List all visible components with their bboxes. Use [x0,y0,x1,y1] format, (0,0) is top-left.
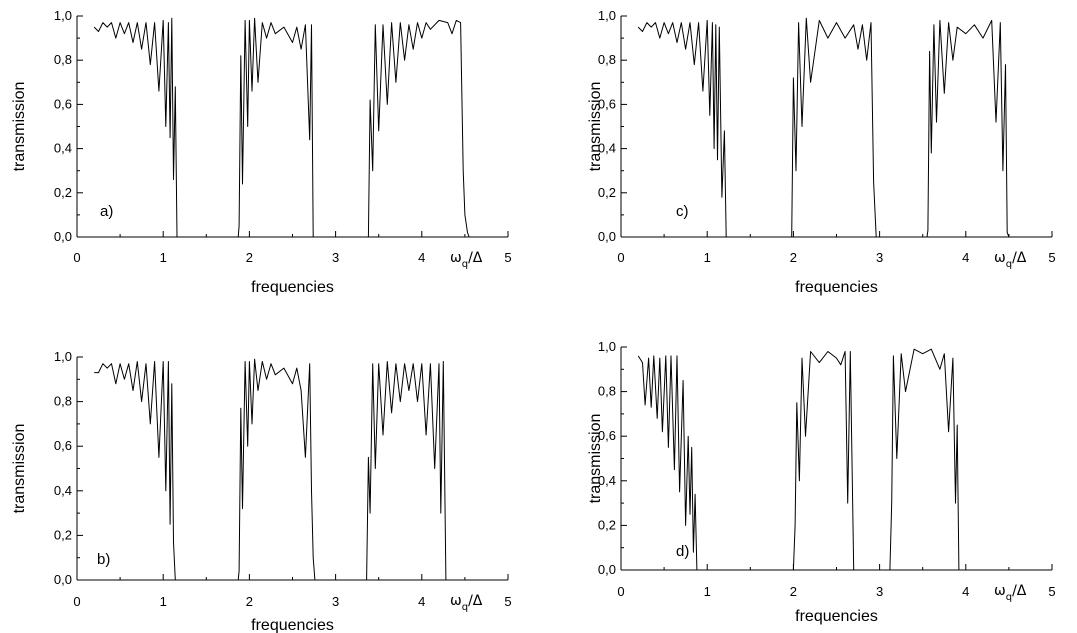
x-axis-title: frequencies [251,279,334,296]
y-axis-title: transmission [587,82,604,172]
x-tick-label: 0 [617,584,624,599]
y-axis-title: transmission [11,82,28,172]
y-tick-label: 0,2 [54,527,72,542]
y-tick-label: 0,8 [598,384,616,399]
transmission-series-line [94,358,447,581]
y-tick-label: 1,0 [54,349,72,364]
x-tick-label: 1 [160,594,167,609]
x-tick-label: 2 [790,250,797,265]
y-tick-label: 0,6 [54,438,72,453]
x-tick-label: 3 [876,250,883,265]
x-unit-label: ωq/Δ [994,583,1027,603]
panel-label: d) [676,543,689,560]
panel-label: c) [676,203,689,220]
x-tick-label: 5 [504,250,511,265]
x-tick-label: 5 [504,594,511,609]
panel-label: b) [97,551,110,568]
chart-panel-b: 0 1 2 3 4 5 0,0 0,2 0,4 0,6 0,8 1,0 frequencies trans… [11,349,512,633]
x-tick-label: 2 [790,584,797,599]
x-tick-label: 3 [876,584,883,599]
x-tick-label: 5 [1048,584,1055,599]
y-tick-label: 0,6 [598,96,616,111]
x-tick-label: 4 [418,250,425,265]
x-tick-label: 1 [704,250,711,265]
y-tick-label: 0,6 [598,428,616,443]
x-unit-label: ωq/Δ [450,593,483,613]
x-tick-label: 2 [246,594,253,609]
y-tick-label: 0,2 [598,185,616,200]
x-tick-label: 3 [332,250,339,265]
x-unit-label: ωq/Δ [450,250,483,270]
x-axis-title: frequencies [251,617,334,633]
transmission-series-line [93,17,470,238]
x-tick-label: 5 [1048,250,1055,265]
y-tick-label: 0,2 [54,185,72,200]
y-tick-label: 1,0 [598,8,616,23]
y-tick-label: 0,0 [54,572,72,587]
y-tick-label: 0,4 [54,141,72,156]
chart-panel-d: 0 1 2 3 4 5 0,0 0,2 0,4 0,6 0,8 1,0 frequencies trans… [587,339,1056,625]
y-tick-label: 0,8 [598,52,616,67]
x-axis-title: frequencies [795,608,878,625]
y-tick-label: 0,6 [54,96,72,111]
y-tick-label: 0,8 [54,394,72,409]
chart-panel-c: 0 1 2 3 4 5 0,0 0,2 0,4 0,6 0,8 1,0 frequencies trans… [587,8,1056,296]
x-tick-label: 2 [246,250,253,265]
y-tick-label: 0,0 [598,562,616,577]
x-tick-label: 1 [160,250,167,265]
x-tick-label: 3 [332,594,339,609]
y-tick-label: 0,0 [54,229,72,244]
panel-label: a) [100,203,113,220]
y-tick-label: 0,8 [54,52,72,67]
y-tick-label: 0,4 [598,141,616,156]
y-axis-title: transmission [11,424,28,514]
x-tick-label: 1 [704,584,711,599]
x-axis-title: frequencies [795,279,878,296]
transmission-series-line [637,17,1010,238]
y-tick-label: 0,4 [54,483,72,498]
x-tick-label: 0 [73,250,80,265]
x-unit-label: ωq/Δ [994,250,1027,270]
y-axis-title: transmission [587,414,604,504]
chart-panel-a: 0 1 2 3 4 5 0,0 0,2 0,4 0,6 0,8 1,0 frequencies trans… [11,8,512,296]
x-tick-label: 4 [962,250,969,265]
x-tick-label: 4 [418,594,425,609]
y-tick-label: 0,4 [598,473,616,488]
x-tick-label: 4 [962,584,969,599]
y-tick-label: 0,0 [598,229,616,244]
x-tick-label: 0 [73,594,80,609]
y-tick-label: 0,2 [598,517,616,532]
transmission-series-line [637,348,960,571]
x-tick-label: 0 [617,250,624,265]
y-tick-label: 1,0 [54,8,72,23]
y-tick-label: 1,0 [598,339,616,354]
